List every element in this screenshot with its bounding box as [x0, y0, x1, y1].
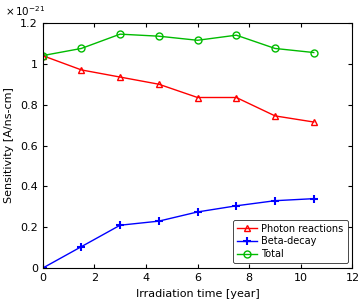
Text: $\times\,10^{-21}$: $\times\,10^{-21}$: [5, 4, 46, 18]
Beta-decay: [234, 204, 238, 208]
Beta-decay: [118, 223, 122, 227]
Line: Beta-decay: Beta-decay: [39, 195, 318, 272]
Y-axis label: Sensitivity [A/ns-cm]: Sensitivity [A/ns-cm]: [4, 88, 15, 203]
Total: [118, 32, 122, 36]
Photon reactions: [118, 75, 122, 79]
Beta-decay: [157, 219, 161, 223]
Legend: Photon reactions, Beta-decay, Total: Photon reactions, Beta-decay, Total: [233, 220, 348, 263]
Beta-decay: [79, 245, 83, 248]
Beta-decay: [273, 199, 277, 202]
Line: Total: Total: [39, 31, 317, 59]
Photon reactions: [195, 96, 200, 99]
Total: [79, 47, 83, 50]
Total: [195, 38, 200, 42]
Photon reactions: [234, 96, 238, 99]
Total: [234, 33, 238, 37]
Photon reactions: [273, 114, 277, 118]
Total: [157, 34, 161, 38]
X-axis label: Irradiation time [year]: Irradiation time [year]: [136, 288, 260, 298]
Photon reactions: [79, 68, 83, 72]
Total: [273, 47, 277, 50]
Beta-decay: [312, 197, 316, 201]
Photon reactions: [40, 54, 45, 58]
Beta-decay: [195, 210, 200, 214]
Photon reactions: [312, 120, 316, 124]
Total: [40, 54, 45, 58]
Photon reactions: [157, 82, 161, 86]
Line: Photon reactions: Photon reactions: [39, 52, 317, 125]
Beta-decay: [40, 266, 45, 270]
Total: [312, 51, 316, 54]
